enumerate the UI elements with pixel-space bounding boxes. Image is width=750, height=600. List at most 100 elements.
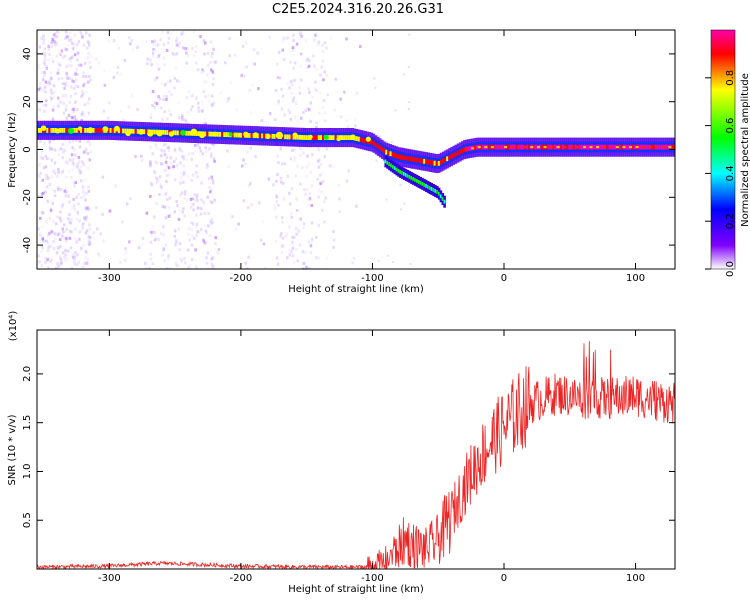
noise-pixel (48, 231, 51, 235)
noise-pixel (72, 80, 76, 84)
noise-pixel (209, 219, 212, 223)
noise-pixel (68, 169, 71, 173)
noise-pixel (51, 37, 54, 41)
noise-pixel (72, 43, 75, 47)
ridge-core (671, 144, 674, 150)
noise-pixel (64, 94, 68, 98)
noise-pixel (74, 72, 78, 76)
noise-pixel (207, 93, 210, 97)
noise-pixel (162, 247, 165, 251)
noise-pixel (246, 267, 249, 269)
noise-pixel (64, 30, 68, 34)
noise-pixel (85, 261, 89, 265)
x-tick-label: 100 (626, 273, 645, 284)
noise-pixel (47, 245, 50, 249)
noise-pixel (46, 199, 49, 203)
ridge-core (404, 155, 407, 161)
ridge-core (418, 158, 422, 163)
ridge-core (473, 145, 477, 150)
noise-pixel (280, 180, 283, 184)
noise-pixel (83, 194, 86, 198)
noise-pixel (163, 205, 166, 209)
noise-pixel (158, 66, 161, 69)
noise-pixel (291, 99, 295, 103)
noise-pixel (195, 225, 198, 229)
noise-pixel (50, 76, 53, 80)
x-tick-label: -100 (361, 273, 384, 284)
noise-pixel (89, 242, 92, 246)
noise-pixel (305, 59, 308, 63)
noise-pixel (84, 217, 87, 221)
noise-pixel (124, 258, 127, 262)
noise-pixel (319, 73, 322, 77)
noise-pixel (153, 230, 156, 234)
noise-pixel (352, 256, 356, 260)
noise-pixel (38, 108, 41, 112)
noise-pixel (166, 174, 169, 178)
noise-pixel (61, 170, 64, 174)
noise-pixel (181, 114, 184, 118)
noise-pixel (198, 34, 201, 38)
noise-pixel (82, 265, 86, 269)
noise-pixel (46, 257, 50, 261)
ridge-core (644, 144, 647, 150)
ridge-core (374, 142, 378, 148)
noise-pixel (169, 156, 173, 160)
noise-pixel (72, 86, 76, 90)
noise-pixel (298, 91, 301, 95)
noise-pixel (183, 196, 186, 200)
noise-pixel (311, 237, 314, 241)
noise-pixel (373, 77, 376, 80)
noise-pixel (64, 84, 67, 87)
noise-pixel (68, 236, 72, 240)
noise-pixel (164, 205, 168, 209)
noise-pixel (187, 227, 191, 231)
noise-pixel (206, 251, 209, 255)
colorbar-tick-label: 0.8 (725, 70, 736, 86)
noise-pixel (62, 148, 66, 152)
noise-pixel (299, 182, 302, 186)
noise-pixel (182, 180, 185, 184)
noise-pixel (280, 107, 284, 111)
ridge-core (625, 144, 628, 150)
noise-pixel (249, 146, 253, 150)
noise-pixel (49, 98, 53, 102)
noise-pixel (48, 141, 52, 145)
noise-pixel (154, 101, 157, 105)
noise-pixel (307, 240, 310, 244)
noise-pixel (65, 34, 69, 38)
ridge-core (456, 150, 460, 156)
noise-pixel (208, 177, 211, 181)
noise-pixel (52, 240, 55, 244)
noise-pixel (79, 31, 82, 34)
noise-pixel (152, 48, 155, 51)
noise-pixel (212, 71, 215, 75)
noise-pixel (210, 221, 213, 225)
ridge-core (40, 128, 43, 133)
ridge-core (606, 144, 609, 150)
noise-pixel (64, 148, 67, 152)
noise-pixel (149, 162, 152, 166)
noise-pixel (202, 239, 205, 243)
noise-pixel (39, 171, 42, 175)
noise-pixel (57, 170, 60, 174)
noise-pixel (45, 65, 48, 69)
noise-pixel (210, 175, 213, 179)
ridge-blob (323, 134, 329, 140)
ridge-peak (622, 146, 626, 149)
ridge-core (221, 132, 224, 137)
noise-pixel (187, 266, 190, 269)
colorbar-tick-label: 0.4 (725, 165, 736, 181)
ridge-blob (114, 125, 120, 132)
noise-pixel (73, 255, 76, 259)
noise-pixel (275, 200, 278, 203)
noise-pixel (288, 249, 292, 253)
noise-pixel (41, 225, 45, 229)
ridge-core (406, 155, 409, 161)
noise-pixel (281, 220, 284, 224)
noise-pixel (306, 65, 309, 69)
noise-pixel (52, 188, 55, 192)
noise-pixel (408, 100, 411, 103)
noise-pixel (180, 32, 183, 36)
noise-pixel (152, 43, 156, 47)
